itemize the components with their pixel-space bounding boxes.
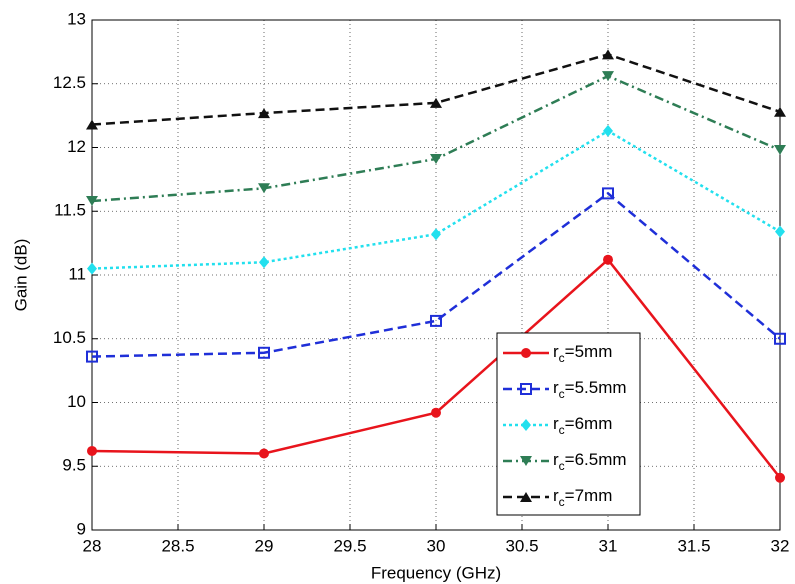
- marker: [258, 346, 270, 359]
- legend-marker: [520, 456, 532, 466]
- marker: [602, 49, 614, 60]
- legend-label-part: r: [553, 486, 559, 505]
- legend-label-part: c: [559, 459, 565, 473]
- legend-label-part: r: [553, 414, 559, 433]
- y-tick-label: 13: [67, 9, 86, 28]
- marker: [86, 350, 98, 363]
- legend-label-part: r: [553, 378, 559, 397]
- y-tick-label: 10.5: [53, 328, 86, 347]
- y-tick-label: 9: [77, 519, 86, 538]
- series-line: [91, 191, 781, 358]
- marker: [775, 225, 785, 238]
- marker: [603, 124, 613, 137]
- legend-label-part: =5.5mm: [565, 378, 627, 397]
- legend-label-part: =5mm: [565, 342, 613, 361]
- marker: [258, 108, 270, 119]
- x-tick-label: 30.5: [505, 536, 538, 555]
- y-tick-label: 12.5: [53, 73, 86, 92]
- legend-label-part: r: [553, 450, 559, 469]
- legend-marker: [520, 492, 532, 502]
- marker: [431, 228, 441, 241]
- marker: [259, 256, 269, 269]
- y-tick-label: 9.5: [62, 456, 86, 475]
- x-axis-label: Frequency (GHz): [371, 563, 501, 582]
- legend-box: [496, 332, 641, 516]
- legend-marker: [521, 419, 531, 431]
- marker: [87, 445, 97, 456]
- legend-label-part: c: [559, 387, 565, 401]
- legend-label: rc=7mm: [553, 486, 612, 509]
- marker: [258, 183, 270, 194]
- legend-label-part: c: [559, 351, 565, 365]
- plot-frame: [91, 19, 781, 531]
- y-tick-label: 11.5: [54, 201, 86, 220]
- marker: [774, 106, 786, 117]
- y-tick-label: 10: [67, 392, 86, 411]
- x-tick-label: 29.5: [333, 536, 366, 555]
- marker: [774, 332, 786, 345]
- marker: [602, 71, 614, 82]
- x-tick-label: 28.5: [161, 536, 194, 555]
- marker: [431, 407, 441, 418]
- marker: [430, 314, 442, 327]
- series-line: [91, 129, 781, 270]
- marker: [430, 97, 442, 108]
- legend-label: rc=5.5mm: [553, 378, 627, 401]
- marker: [86, 119, 98, 130]
- marker: [259, 448, 269, 459]
- x-tick-label: 29: [255, 536, 274, 555]
- legend-label-part: r: [553, 342, 559, 361]
- x-tick-label: 31: [599, 536, 618, 555]
- legend-label-part: =6mm: [565, 414, 613, 433]
- legend-label-part: c: [559, 423, 565, 437]
- marker: [602, 187, 614, 200]
- marker: [603, 254, 613, 265]
- x-tick-label: 32: [771, 536, 790, 555]
- legend-label-part: =6.5mm: [565, 450, 627, 469]
- y-tick-label: 12: [67, 137, 86, 156]
- marker: [775, 472, 785, 483]
- legend-label-part: c: [559, 495, 565, 509]
- x-tick-label: 30: [427, 536, 446, 555]
- marker: [87, 262, 97, 275]
- marker: [430, 153, 442, 164]
- y-axis-label: Gain (dB): [11, 239, 30, 312]
- legend-label: rc=6.5mm: [553, 450, 627, 473]
- x-tick-label: 31.5: [677, 536, 710, 555]
- legend-marker: [521, 348, 531, 358]
- legend-label: rc=6mm: [553, 414, 612, 437]
- x-tick-label: 28: [83, 536, 102, 555]
- marker: [86, 196, 98, 207]
- legend-marker: [520, 383, 532, 395]
- y-tick-label: 11: [68, 264, 86, 283]
- legend-label: rc=5mm: [553, 342, 612, 365]
- marker: [774, 145, 786, 156]
- legend-label-part: =7mm: [565, 486, 613, 505]
